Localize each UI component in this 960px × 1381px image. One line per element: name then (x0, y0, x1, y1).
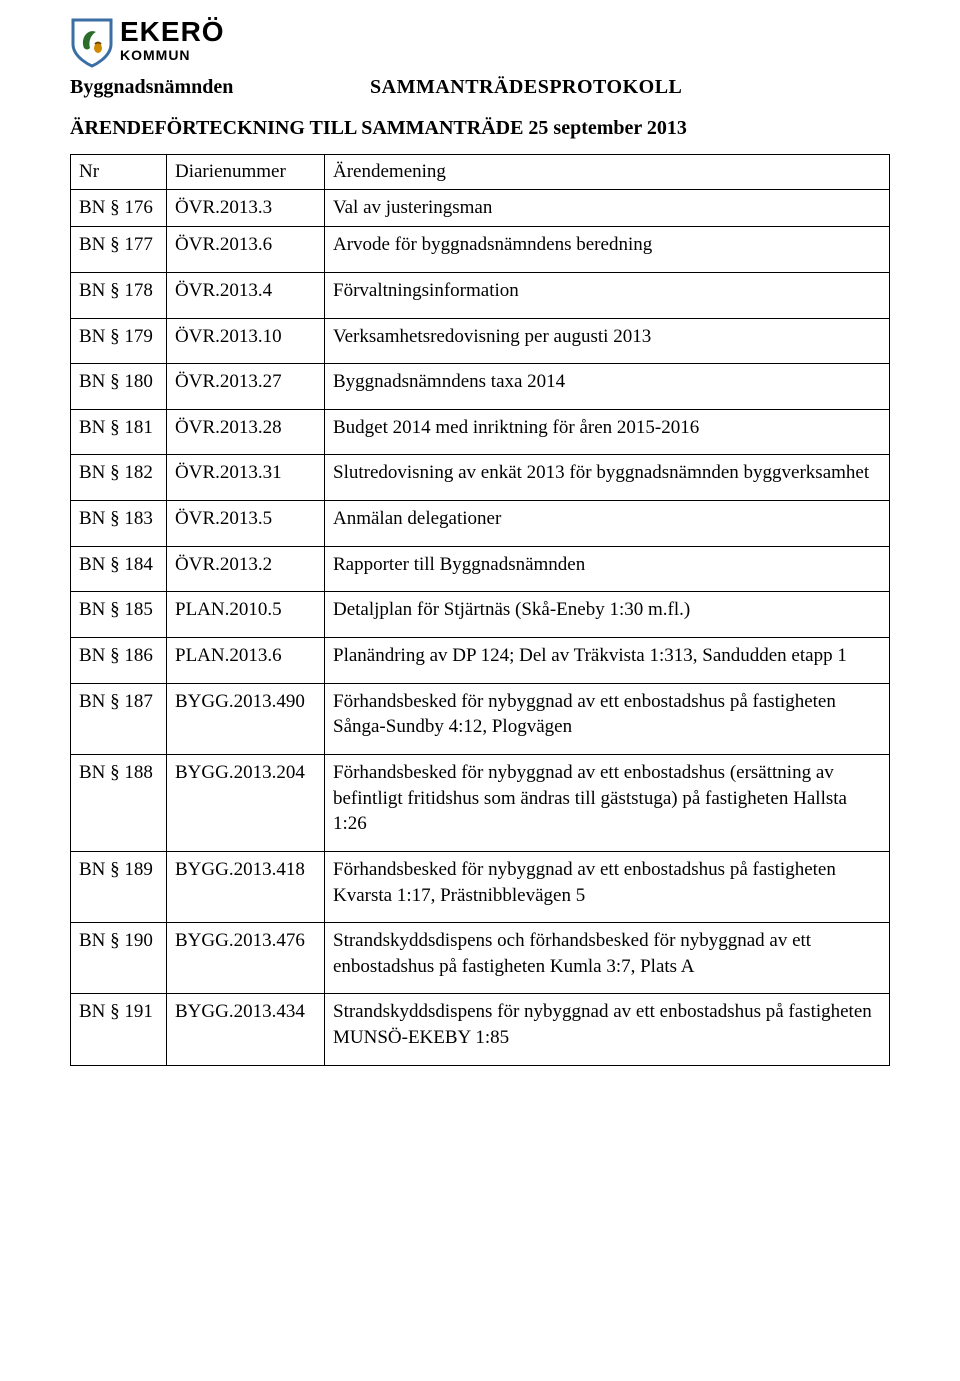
cell-title: Strandskyddsdispens och förhandsbesked f… (325, 923, 890, 994)
table-row: BN § 188BYGG.2013.204Förhandsbesked för … (71, 754, 890, 851)
table-row: BN § 190BYGG.2013.476Strandskyddsdispens… (71, 923, 890, 994)
cell-title: Förhandsbesked för nybyggnad av ett enbo… (325, 851, 890, 922)
cell-dnr: ÖVR.2013.5 (167, 501, 325, 547)
table-header-row: Nr Diarienummer Ärendemening (71, 155, 890, 190)
committee-name: Byggnadsnämnden (70, 76, 370, 99)
table-row: BN § 178ÖVR.2013.4Förvaltningsinformatio… (71, 272, 890, 318)
cell-nr: BN § 176 (71, 189, 167, 227)
cell-nr: BN § 180 (71, 364, 167, 410)
table-row: BN § 187BYGG.2013.490Förhandsbesked för … (71, 683, 890, 754)
logo-text: EKERÖ KOMMUN (120, 18, 225, 62)
logo-name-bottom: KOMMUN (120, 48, 225, 62)
cell-dnr: ÖVR.2013.4 (167, 272, 325, 318)
cell-dnr: PLAN.2010.5 (167, 592, 325, 638)
table-row: BN § 184ÖVR.2013.2Rapporter till Byggnad… (71, 546, 890, 592)
cell-dnr: BYGG.2013.490 (167, 683, 325, 754)
cell-nr: BN § 177 (71, 227, 167, 273)
logo-name-top: EKERÖ (120, 18, 225, 46)
committee-line: Byggnadsnämnden SAMMANTRÄDESPROTOKOLL (70, 76, 890, 99)
cell-dnr: ÖVR.2013.3 (167, 189, 325, 227)
cell-title: Planändring av DP 124; Del av Träkvista … (325, 638, 890, 684)
items-table: Nr Diarienummer Ärendemening BN § 176ÖVR… (70, 154, 890, 1066)
cell-dnr: ÖVR.2013.6 (167, 227, 325, 273)
cell-dnr: BYGG.2013.476 (167, 923, 325, 994)
cell-title: Förvaltningsinformation (325, 272, 890, 318)
cell-title: Förhandsbesked för nybyggnad av ett enbo… (325, 754, 890, 851)
shield-icon (70, 18, 114, 68)
document-title: SAMMANTRÄDESPROTOKOLL (370, 76, 682, 99)
col-nr: Nr (71, 155, 167, 190)
table-row: BN § 191BYGG.2013.434Strandskyddsdispens… (71, 994, 890, 1065)
cell-title: Arvode för byggnadsnämndens beredning (325, 227, 890, 273)
cell-dnr: ÖVR.2013.28 (167, 409, 325, 455)
cell-nr: BN § 184 (71, 546, 167, 592)
table-row: BN § 181ÖVR.2013.28Budget 2014 med inrik… (71, 409, 890, 455)
cell-title: Byggnadsnämndens taxa 2014 (325, 364, 890, 410)
cell-nr: BN § 186 (71, 638, 167, 684)
cell-dnr: BYGG.2013.434 (167, 994, 325, 1065)
cell-dnr: ÖVR.2013.27 (167, 364, 325, 410)
cell-dnr: PLAN.2013.6 (167, 638, 325, 684)
table-row: BN § 183ÖVR.2013.5Anmälan delegationer (71, 501, 890, 547)
cell-title: Förhandsbesked för nybyggnad av ett enbo… (325, 683, 890, 754)
table-row: BN § 186PLAN.2013.6Planändring av DP 124… (71, 638, 890, 684)
cell-nr: BN § 181 (71, 409, 167, 455)
cell-nr: BN § 182 (71, 455, 167, 501)
cell-title: Strandskyddsdispens för nybyggnad av ett… (325, 994, 890, 1065)
logo-block: EKERÖ KOMMUN (70, 18, 225, 68)
cell-title: Detaljplan för Stjärtnäs (Skå-Eneby 1:30… (325, 592, 890, 638)
cell-nr: BN § 178 (71, 272, 167, 318)
listing-title: ÄRENDEFÖRTECKNING TILL SAMMANTRÄDE 25 se… (70, 117, 890, 140)
table-row: BN § 185PLAN.2010.5Detaljplan för Stjärt… (71, 592, 890, 638)
cell-title: Verksamhetsredovisning per augusti 2013 (325, 318, 890, 364)
cell-nr: BN § 190 (71, 923, 167, 994)
cell-nr: BN § 188 (71, 754, 167, 851)
cell-title: Slutredovisning av enkät 2013 för byggna… (325, 455, 890, 501)
table-row: BN § 176ÖVR.2013.3Val av justeringsman (71, 189, 890, 227)
cell-title: Anmälan delegationer (325, 501, 890, 547)
table-row: BN § 177ÖVR.2013.6Arvode för byggnadsnäm… (71, 227, 890, 273)
cell-nr: BN § 189 (71, 851, 167, 922)
header-logo-row: EKERÖ KOMMUN (70, 18, 890, 68)
cell-nr: BN § 179 (71, 318, 167, 364)
cell-title: Budget 2014 med inriktning för åren 2015… (325, 409, 890, 455)
col-dnr: Diarienummer (167, 155, 325, 190)
table-row: BN § 179ÖVR.2013.10Verksamhetsredovisnin… (71, 318, 890, 364)
col-title: Ärendemening (325, 155, 890, 190)
cell-nr: BN § 191 (71, 994, 167, 1065)
cell-nr: BN § 185 (71, 592, 167, 638)
table-row: BN § 180ÖVR.2013.27Byggnadsnämndens taxa… (71, 364, 890, 410)
page: EKERÖ KOMMUN Byggnadsnämnden SAMMANTRÄDE… (0, 0, 960, 1106)
cell-dnr: BYGG.2013.204 (167, 754, 325, 851)
cell-nr: BN § 183 (71, 501, 167, 547)
cell-title: Rapporter till Byggnadsnämnden (325, 546, 890, 592)
table-row: BN § 182ÖVR.2013.31Slutredovisning av en… (71, 455, 890, 501)
cell-dnr: ÖVR.2013.10 (167, 318, 325, 364)
table-row: BN § 189BYGG.2013.418Förhandsbesked för … (71, 851, 890, 922)
cell-dnr: ÖVR.2013.31 (167, 455, 325, 501)
cell-nr: BN § 187 (71, 683, 167, 754)
cell-dnr: BYGG.2013.418 (167, 851, 325, 922)
cell-title: Val av justeringsman (325, 189, 890, 227)
cell-dnr: ÖVR.2013.2 (167, 546, 325, 592)
